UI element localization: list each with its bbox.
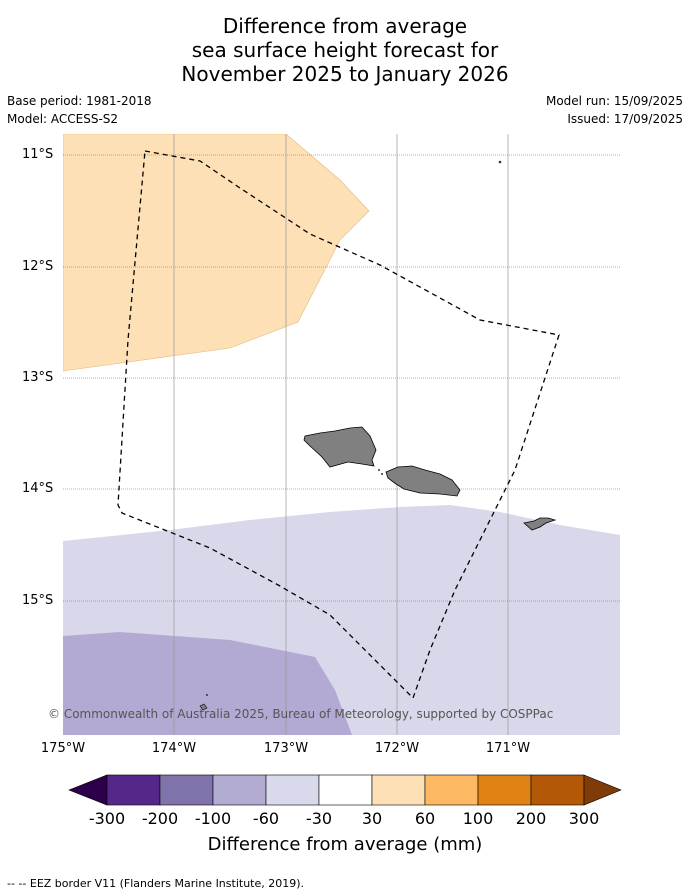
colorbar-segment — [371, 774, 426, 806]
lat-label-13s: 13°S — [22, 370, 54, 385]
lon-label-172w: 172°W — [374, 741, 420, 756]
title-line-1: Difference from average — [222, 14, 468, 38]
eez-border — [117, 150, 560, 700]
anomaly-region-negative-60-100 — [63, 632, 352, 735]
islet-apolima — [381, 473, 383, 475]
colorbar-tick: -300 — [88, 809, 126, 828]
lon-label-174w: 174°W — [151, 741, 197, 756]
colorbar — [68, 774, 622, 806]
colorbar-extend-low — [68, 774, 108, 806]
model-run-label: Model run: 15/09/2025 — [545, 94, 683, 108]
anomaly-region-positive-30-60 — [63, 134, 370, 372]
island-niuafoou — [199, 703, 208, 711]
colorbar-tick: -200 — [141, 809, 179, 828]
colorbar-segment — [318, 774, 373, 806]
islet-manono — [378, 469, 380, 471]
colorbar-segment — [212, 774, 267, 806]
colorbar-tick: 200 — [515, 809, 547, 828]
lon-label-173w: 173°W — [263, 741, 309, 756]
colorbar-label: Difference from average (mm) — [207, 834, 483, 855]
colorbar-tick: 100 — [462, 809, 494, 828]
colorbar-extend-high — [583, 774, 622, 806]
colorbar-segment — [159, 774, 214, 806]
colorbar-tick: -30 — [305, 809, 333, 828]
copyright-notice: © Commonwealth of Australia 2025, Bureau… — [48, 707, 554, 721]
lat-label-11s: 11°S — [22, 147, 54, 162]
island-savaii — [303, 426, 377, 468]
island-upolu — [385, 465, 461, 497]
eez-legend-note: -- -- EEZ border V11 (Flanders Marine In… — [7, 877, 305, 890]
title-line-3: November 2025 to January 2026 — [181, 62, 509, 86]
island-tutuila — [523, 517, 557, 531]
colorbar-segment — [477, 774, 532, 806]
lat-label-15s: 15°S — [22, 593, 54, 608]
lon-label-175w: 175°W — [40, 741, 86, 756]
lat-label-12s: 12°S — [22, 259, 54, 274]
colorbar-segment — [424, 774, 479, 806]
colorbar-segment — [265, 774, 320, 806]
colorbar-tick: -60 — [252, 809, 280, 828]
longitude-gridlines — [173, 134, 509, 735]
islet-south — [206, 694, 208, 696]
colorbar-tick: 60 — [414, 809, 436, 828]
map-area — [63, 134, 620, 735]
map-title: Difference from average sea surface heig… — [0, 14, 690, 86]
colorbar-tick: 30 — [361, 809, 383, 828]
lon-label-171w: 171°W — [485, 741, 531, 756]
colorbar-segment — [106, 774, 161, 806]
colorbar-tick: -100 — [194, 809, 232, 828]
title-line-2: sea surface height forecast for — [191, 38, 499, 62]
issued-label: Issued: 17/09/2025 — [567, 112, 683, 126]
lat-label-14s: 14°S — [22, 481, 54, 496]
islet-north — [498, 160, 502, 164]
latitude-gridlines — [63, 154, 620, 602]
model-label: Model: ACCESS-S2 — [7, 112, 119, 126]
colorbar-segment — [530, 774, 585, 806]
colorbar-tick: 300 — [568, 809, 600, 828]
base-period-label: Base period: 1981-2018 — [7, 94, 152, 108]
